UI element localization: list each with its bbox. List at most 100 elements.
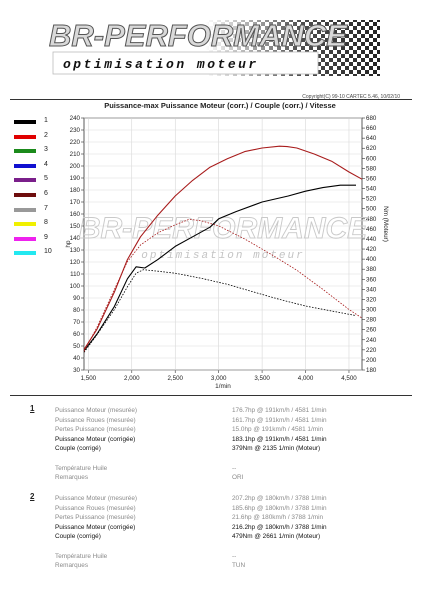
- report-row-value: 379Nm @ 2135 1/min (Moteur): [232, 445, 321, 453]
- y-right-tick-label: 340: [366, 286, 377, 293]
- legend-label: 1: [44, 117, 48, 124]
- y-right-tick-label: 580: [366, 165, 377, 172]
- y-left-tick-label: 100: [70, 283, 81, 290]
- y-left-axis-label: hp: [65, 240, 72, 248]
- legend-swatch: [14, 192, 36, 197]
- report-row-value: 185.6hp @ 180km/h / 3788 1/min: [232, 504, 327, 512]
- y-left-tick-label: 50: [73, 343, 80, 350]
- report-row: Puissance Moteur (corrigée) 216.2hp @ 180…: [55, 524, 415, 533]
- y-left-tick-label: 30: [73, 367, 80, 374]
- chart-title: Puissance-max Puissance Moteur (corr.) /…: [104, 101, 336, 110]
- y-right-tick-label: 200: [366, 357, 377, 364]
- report-row-label: Couple (corrigé): [55, 445, 101, 453]
- y-left-tick-label: 180: [70, 187, 81, 194]
- report-row-label: Température Huile: [55, 464, 108, 472]
- y-right-tick-label: 240: [366, 337, 377, 344]
- legend-label: 6: [44, 189, 48, 197]
- dyno-chart: 1,500 2,000 2,500 3,000 3,500 4,000 4,500 30 40 5…: [65, 115, 389, 390]
- y-right-tick-label: 640: [366, 135, 377, 142]
- divider-top: [10, 99, 412, 100]
- y-left-tick-label: 170: [70, 199, 81, 206]
- series-1-torque-line: [83, 269, 357, 353]
- report-row: Puissance Roues (mesurée) 185.6hp @ 180km…: [55, 505, 415, 514]
- legend-swatch: [14, 251, 36, 256]
- series-2-torque-line: [83, 218, 363, 352]
- y-right-tick-label: 360: [366, 276, 377, 283]
- report-row-value: --: [232, 552, 237, 560]
- legend-label: 8: [44, 219, 48, 227]
- report-row-label: Puissance Roues (mesurée): [55, 504, 136, 512]
- y-right-tick-label: 480: [366, 216, 377, 223]
- y-left-tick-label: 60: [73, 331, 80, 338]
- report-row: Couple (corrigé) 479Nm @ 2661 1/min (Mote…: [55, 533, 415, 542]
- y-left-tick-label: 160: [70, 211, 81, 218]
- report-row-label: Puissance Moteur (corrigée): [55, 435, 136, 443]
- plot-area: [83, 117, 363, 371]
- y-left-tick-label: 40: [73, 355, 80, 362]
- y-right-tick-label: 220: [366, 347, 377, 354]
- report-row: Pertes Puissance (mesurée) 21.6hp @ 180km…: [55, 514, 415, 523]
- y-left-tick-label: 110: [70, 271, 80, 278]
- section-number: 2: [30, 492, 35, 501]
- report-row: Couple (corrigé) 379Nm @ 2135 1/min (Mote…: [55, 445, 415, 454]
- y-left-tick-label: 120: [70, 259, 81, 266]
- x-tick-label: 2,500: [167, 375, 183, 382]
- y-left-tick-label: 230: [70, 127, 81, 134]
- report-row-value: ORI: [232, 474, 244, 482]
- report-row: Puissance Roues (mesurée) 161.7hp @ 191km…: [55, 417, 415, 426]
- y-right-tick-label: 300: [366, 307, 377, 314]
- report-row-label: Couple (corrigé): [55, 533, 101, 541]
- report-row: Température Huile --: [55, 465, 415, 474]
- report-row: Remarques ORI: [55, 474, 415, 483]
- y-left-tick-label: 80: [73, 307, 80, 314]
- report-row: Pertes Puissance (mesurée) 15.0hp @ 191km…: [55, 426, 415, 435]
- legend-label: 9: [44, 233, 48, 241]
- report-row-label: Puissance Moteur (mesurée): [55, 407, 138, 414]
- report-row-label: Pertes Puissance (mesurée): [55, 426, 136, 434]
- report-row-label: Puissance Moteur (mesurée): [55, 495, 138, 502]
- y-right-tick-label: 440: [366, 236, 377, 243]
- y-left-tick-label: 210: [70, 151, 81, 158]
- x-axis-label: 1/min: [215, 383, 231, 390]
- legend-label: 4: [44, 160, 48, 168]
- y-left-tick-label: 190: [70, 175, 81, 182]
- x-tick-label: 3,000: [211, 375, 227, 382]
- brand-tagline: optimisation moteur: [63, 57, 259, 72]
- y-right-tick-label: 320: [366, 296, 377, 303]
- x-tick-label: 4,000: [298, 375, 314, 382]
- report-row: [55, 455, 415, 464]
- y-right-axis-label: Nm (Moteur): [382, 206, 389, 242]
- divider-bottom: [10, 395, 412, 396]
- x-tick-label: 1,500: [81, 375, 97, 382]
- brand-logo: BR-PERFORMANCE optimisation moteur: [49, 18, 380, 76]
- y-right-tick-label: 660: [366, 125, 377, 132]
- report-row-value: 183.1hp @ 191km/h / 4581 1/min: [232, 435, 327, 443]
- y-left-tick-label: 130: [70, 247, 81, 254]
- report-row: Puissance Moteur (mesurée) 176.7hp @ 191k…: [55, 407, 415, 416]
- copyright-line: Copyright(C) 99-10 CARTEC 5.46, 10/02/10: [302, 94, 400, 100]
- y-left-tick-label: 200: [70, 163, 81, 170]
- legend-label: 3: [44, 146, 48, 154]
- report-row-label: Puissance Moteur (corrigée): [55, 523, 136, 531]
- report-row: [55, 543, 415, 552]
- x-tick-label: 4,500: [341, 375, 357, 382]
- report-row-value: 15.0hp @ 191km/h / 4581 1/min: [232, 426, 324, 434]
- series-1-power-line: [83, 184, 356, 352]
- y-right-tick-label: 620: [366, 145, 377, 152]
- y-right-tick-label: 540: [366, 186, 377, 193]
- legend-label: 2: [44, 131, 48, 139]
- legend-swatch: [14, 134, 36, 139]
- y-right-tick-label: 600: [366, 155, 377, 162]
- y-right-tick-label: 180: [366, 367, 377, 374]
- x-tick-label: 3,500: [254, 375, 270, 382]
- legend-swatch: [14, 120, 36, 124]
- report-row-value: 207.2hp @ 180km/h / 3788 1/min: [232, 495, 327, 502]
- report-row-value: 479Nm @ 2661 1/min (Moteur): [232, 533, 321, 541]
- report-row-label: Température Huile: [55, 552, 108, 560]
- y-right-tick-label: 260: [366, 327, 377, 334]
- brand-wordmark: BR-PERFORMANCE: [49, 18, 348, 53]
- report-row-label: Remarques: [55, 474, 89, 482]
- x-tick-label: 2,000: [124, 375, 140, 382]
- legend-label: 10: [44, 248, 52, 256]
- series-2-power-line: [83, 145, 363, 350]
